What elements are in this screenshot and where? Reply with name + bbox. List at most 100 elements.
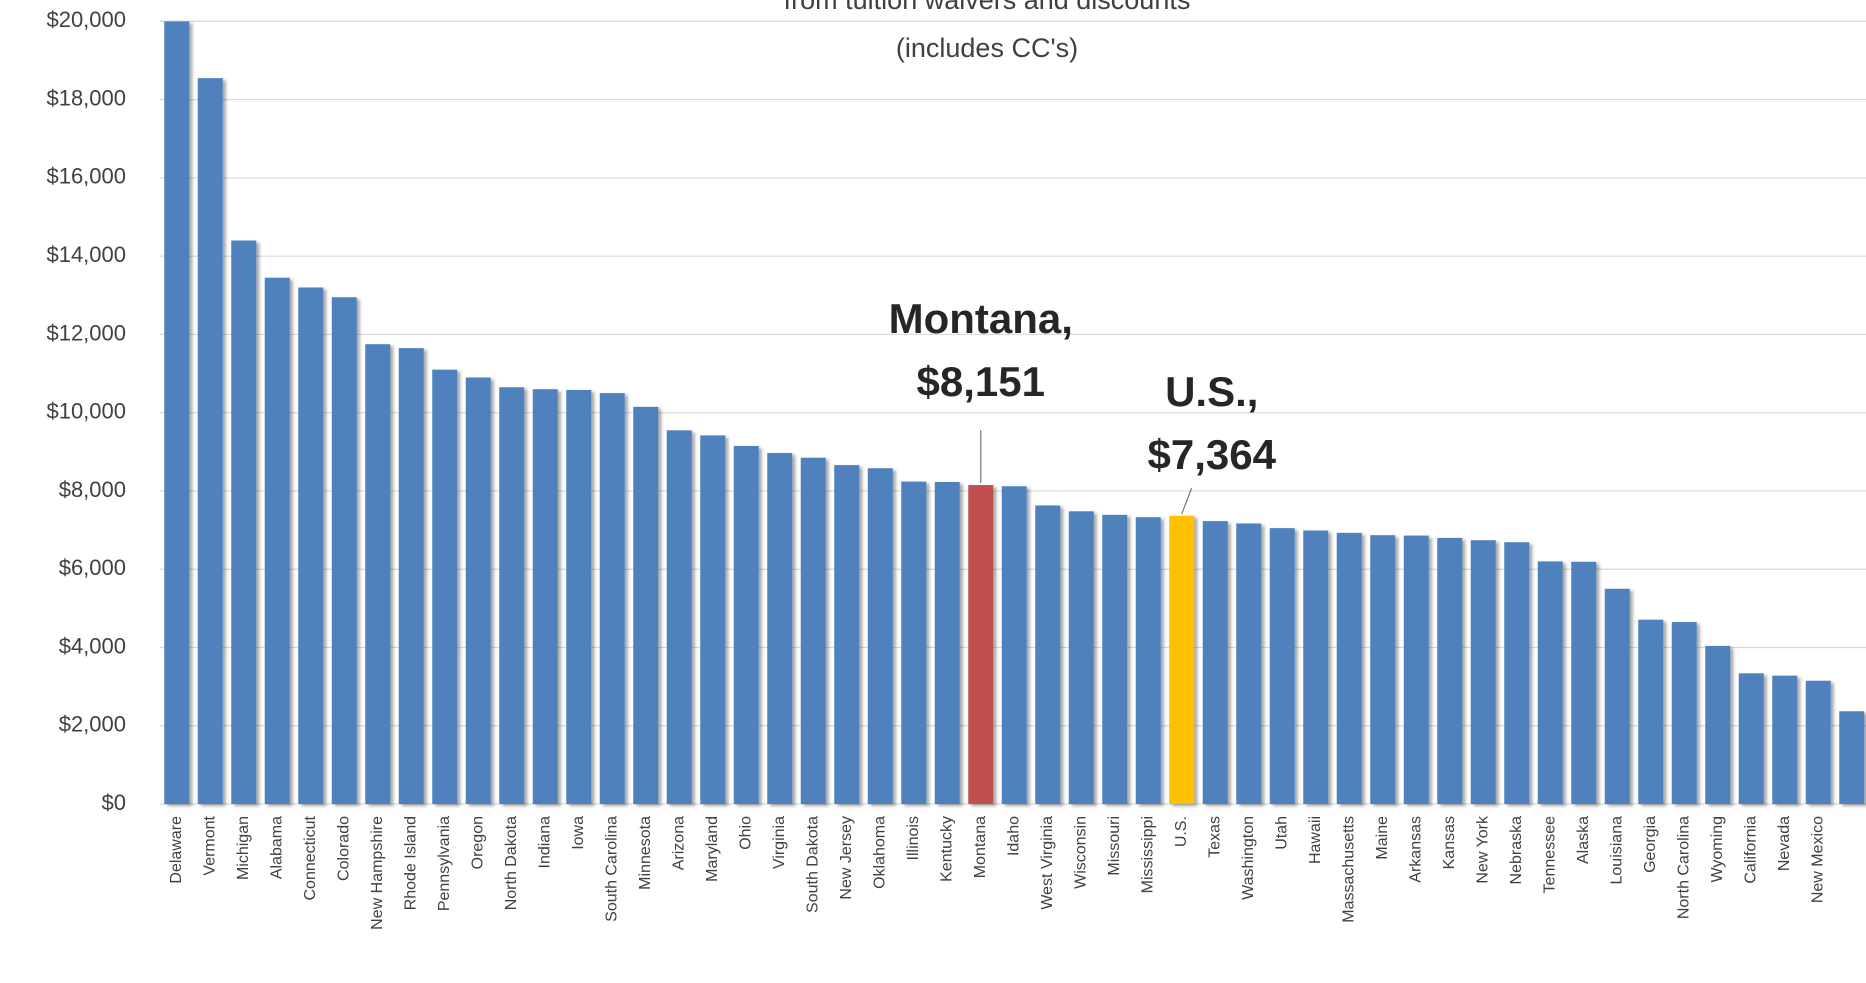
x-tick-label: Indiana — [536, 816, 553, 869]
x-tick-label: Massachusetts — [1340, 816, 1357, 923]
bar — [1671, 622, 1697, 804]
y-tick-label: $4,000 — [59, 633, 126, 658]
bar — [1772, 675, 1798, 804]
bar — [1303, 530, 1329, 804]
x-tick-label: New Hampshire — [369, 816, 386, 930]
annotation-label: U.S., — [1165, 368, 1258, 415]
bar — [834, 465, 860, 804]
x-tick-label: Connecticut — [302, 815, 319, 900]
x-tick-label: Virginia — [771, 816, 788, 869]
x-tick-label: Georgia — [1642, 816, 1659, 873]
bar — [800, 457, 826, 804]
bar — [1470, 540, 1496, 804]
y-tick-label: $14,000 — [46, 242, 126, 267]
bar — [1403, 535, 1429, 804]
bar — [1638, 619, 1664, 804]
x-tick-label: Pennsylvania — [436, 816, 453, 911]
leader-line — [1181, 487, 1193, 515]
x-tick-label: New York — [1474, 815, 1491, 884]
bar — [432, 369, 458, 804]
x-tick-label: Louisiana — [1608, 816, 1625, 885]
x-tick-label: U.S. — [1173, 816, 1190, 847]
y-tick-label: $8,000 — [59, 477, 126, 502]
bar — [968, 485, 994, 804]
bar — [666, 430, 692, 804]
x-tick-label: Michigan — [235, 816, 252, 880]
bar — [331, 297, 357, 804]
bar — [1035, 505, 1061, 804]
bar — [1537, 561, 1563, 804]
bar — [700, 435, 726, 804]
x-tick-label: Utah — [1273, 816, 1290, 850]
bar — [733, 445, 759, 804]
bar — [231, 240, 257, 804]
bar — [1437, 537, 1463, 804]
bar — [499, 387, 525, 804]
y-tick-label: $6,000 — [59, 555, 126, 580]
x-tick-label: Oregon — [469, 816, 486, 869]
x-tick-label: Texas — [1206, 816, 1223, 858]
x-tick-label: West Virginia — [1039, 816, 1056, 910]
x-tick-label: Delaware — [168, 816, 185, 884]
x-tick-label: Wisconsin — [1072, 816, 1089, 889]
x-tick-label: Maine — [1374, 816, 1391, 860]
x-tick-label: Hawaii — [1307, 816, 1324, 864]
y-tick-label: $10,000 — [46, 399, 126, 424]
y-tick-label: $0 — [102, 790, 126, 815]
bar — [532, 389, 558, 804]
bar — [1236, 523, 1262, 804]
bar — [1604, 588, 1630, 804]
x-tick-label: Colorado — [335, 816, 352, 881]
x-tick-label: Alaska — [1575, 816, 1592, 864]
x-tick-label: North Dakota — [503, 816, 520, 910]
y-tick-label: $20,000 — [46, 7, 126, 32]
bar — [934, 481, 960, 804]
annotation-label: Montana, — [889, 295, 1073, 342]
y-tick-label: $16,000 — [46, 164, 126, 189]
bar — [1202, 521, 1228, 804]
x-tick-label: Maryland — [704, 816, 721, 882]
bar — [1068, 511, 1094, 804]
bar — [365, 344, 391, 804]
bar — [164, 21, 190, 804]
x-tick-label: Nevada — [1776, 816, 1793, 871]
bar — [398, 348, 424, 804]
x-tick-label: Alabama — [268, 816, 285, 879]
bar — [1169, 515, 1195, 804]
x-tick-label: Kentucky — [938, 816, 955, 882]
x-tick-label: North Carolina — [1675, 816, 1692, 919]
bar — [465, 377, 491, 804]
x-tick-label: Montana — [972, 816, 989, 878]
x-tick-label: Iowa — [570, 816, 587, 850]
bar — [767, 453, 793, 804]
bar — [566, 390, 592, 804]
bar — [298, 287, 324, 804]
x-tick-label: Mississippi — [1139, 816, 1156, 893]
x-tick-label: Nebraska — [1508, 816, 1525, 885]
bar — [1269, 528, 1295, 804]
bar — [264, 277, 290, 804]
x-tick-label: Illinois — [905, 816, 922, 860]
bar — [1571, 561, 1597, 804]
bar — [599, 393, 625, 804]
bar — [197, 78, 223, 805]
x-tick-label: Minnesota — [637, 816, 654, 890]
x-tick-label: Ohio — [737, 816, 754, 850]
bar — [1504, 542, 1530, 804]
bar — [867, 468, 893, 804]
bars — [164, 21, 1865, 805]
x-tick-label: South Dakota — [804, 816, 821, 913]
bar — [1839, 711, 1865, 804]
x-tick-label: Missouri — [1106, 816, 1123, 876]
x-tick-label: Rhode Island — [402, 816, 419, 910]
y-tick-label: $18,000 — [46, 85, 126, 110]
x-tick-label: Arkansas — [1407, 816, 1424, 883]
value-label: $8,151 — [917, 358, 1045, 405]
bar — [1705, 645, 1731, 804]
bar — [1135, 517, 1161, 804]
x-tick-label: Vermont — [201, 815, 218, 875]
x-tick-label: Kansas — [1441, 816, 1458, 869]
bar — [1805, 680, 1831, 804]
value-label: $7,364 — [1148, 431, 1277, 478]
